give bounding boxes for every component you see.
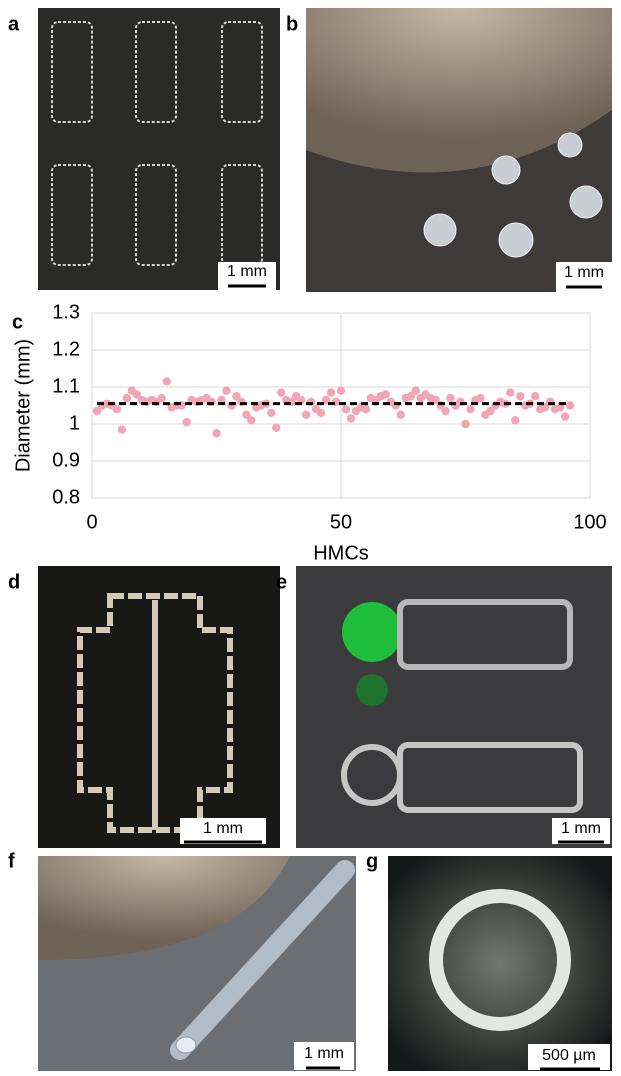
point xyxy=(466,405,474,413)
page: 0.8 0.9 1 1.1 1.2 1.3 0 50 100 Diameter (mm) HMCs xyxy=(0,0,621,1076)
photo-b xyxy=(306,8,612,292)
point xyxy=(382,390,390,398)
point xyxy=(212,429,220,437)
panel-label: e xyxy=(276,571,287,593)
panel-label: b xyxy=(286,13,298,35)
x-tick-label: 0 xyxy=(86,511,97,533)
photo-g xyxy=(388,856,612,1071)
photo-f xyxy=(38,856,356,1071)
y-tick-label: 0.8 xyxy=(52,486,80,508)
point xyxy=(277,388,285,396)
chart: 0.8 0.9 1 1.1 1.2 1.3 0 50 100 Diameter (mm) HMCs xyxy=(12,301,606,564)
panel-label: c xyxy=(12,311,23,333)
x-axis-title: HMCs xyxy=(313,542,369,564)
y-tick-label: 1 xyxy=(69,412,80,434)
photo-d xyxy=(38,566,280,848)
scale-label: 1 mm xyxy=(304,1045,344,1062)
point xyxy=(412,387,420,395)
point xyxy=(222,387,230,395)
panel-label: g xyxy=(366,850,378,872)
point xyxy=(461,420,469,428)
point xyxy=(272,424,280,432)
y-axis-title: Diameter (mm) xyxy=(12,339,34,472)
point xyxy=(113,405,121,413)
scale-label: 500 µm xyxy=(542,1047,596,1064)
scale-label: 1 mm xyxy=(203,820,243,837)
point xyxy=(247,416,255,424)
panel-label: a xyxy=(8,13,20,35)
point xyxy=(476,394,484,402)
point xyxy=(516,392,524,400)
y-tick-label: 0.9 xyxy=(52,449,80,471)
photo-e xyxy=(296,566,612,848)
x-tick-label: 50 xyxy=(330,511,352,533)
point xyxy=(506,388,514,396)
panel-label: f xyxy=(8,850,15,872)
point xyxy=(337,387,345,395)
point xyxy=(267,409,275,417)
point xyxy=(531,392,539,400)
point xyxy=(362,405,370,413)
point xyxy=(511,416,519,424)
point xyxy=(123,394,131,402)
point xyxy=(342,405,350,413)
photo-a xyxy=(38,8,280,290)
panel-label: d xyxy=(8,571,20,593)
y-tick-label: 1.3 xyxy=(52,301,80,323)
point xyxy=(182,418,190,426)
point xyxy=(327,388,335,396)
point xyxy=(118,425,126,433)
scale-label: 1 mm xyxy=(564,264,604,281)
scale-label: 1 mm xyxy=(227,263,267,280)
y-tick-label: 1.1 xyxy=(52,375,80,397)
x-tick-label: 100 xyxy=(573,511,606,533)
y-tick-label: 1.2 xyxy=(52,338,80,360)
point xyxy=(302,411,310,419)
point xyxy=(561,412,569,420)
scale-label: 1 mm xyxy=(561,820,601,837)
point xyxy=(446,394,454,402)
point xyxy=(397,411,405,419)
point xyxy=(317,409,325,417)
figure: 0.8 0.9 1 1.1 1.2 1.3 0 50 100 Diameter (mm) HMCs xyxy=(0,0,621,1076)
point xyxy=(163,377,171,385)
point xyxy=(347,414,355,422)
point xyxy=(158,394,166,402)
point xyxy=(441,407,449,415)
